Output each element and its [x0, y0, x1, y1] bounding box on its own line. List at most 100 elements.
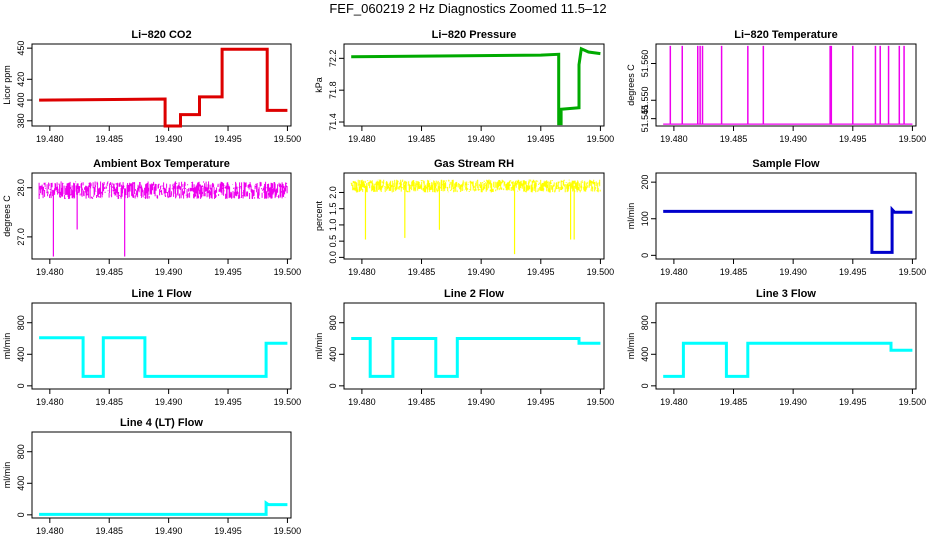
panel-9: Line 3 Flow ml/min 19.480 19.485 19.490 19.49…	[626, 288, 926, 407]
y-tick-label: 28.0	[16, 179, 26, 197]
y-tick-label: 51.560	[640, 50, 650, 78]
y-tick-label: 27.0	[16, 228, 26, 246]
y-tick-label: 420	[16, 72, 26, 87]
series-line	[351, 337, 601, 378]
x-tick-label: 19.485	[720, 267, 748, 277]
x-tick-label: 19.485	[720, 397, 748, 407]
x-tick-label: 19.500	[274, 267, 302, 277]
y-tick-label: 51.545	[640, 105, 650, 133]
x-tick-label: 19.495	[214, 397, 242, 407]
plot-frame	[343, 302, 605, 390]
y-tick-label: 100	[640, 211, 650, 226]
x-tick-label: 19.485	[95, 267, 123, 277]
plot-area	[663, 341, 913, 378]
x-tick-label: 19.480	[36, 134, 64, 144]
plot-area	[350, 179, 601, 255]
y-tick-label: 0	[16, 383, 26, 388]
x-tick-label: 19.500	[587, 267, 615, 277]
panel-4: Ambient Box Temperature degrees C 19.480 19…	[2, 158, 301, 277]
panel-5: Gas Stream RH percent 19.480 19.485 19.490 19…	[314, 158, 614, 277]
x-tick-label: 19.485	[408, 267, 436, 277]
x-tick-label: 19.480	[36, 397, 64, 407]
plot-area	[39, 47, 288, 128]
panel-title: Li−820 Temperature	[734, 29, 837, 41]
panel-7: Line 1 Flow ml/min 19.480 19.485 19.490 19.49…	[2, 288, 301, 407]
y-tick-label: 800	[16, 315, 26, 330]
y-tick-label: 450	[16, 41, 26, 56]
y-axis-label: percent	[314, 200, 324, 231]
panel-title: Sample Flow	[752, 158, 820, 170]
x-tick-label: 19.485	[720, 134, 748, 144]
noise-trace	[350, 179, 601, 193]
y-axis-label: ml/min	[626, 333, 636, 360]
y-tick-label: 400	[16, 476, 26, 491]
x-tick-label: 19.485	[95, 134, 123, 144]
y-tick-label: 200	[640, 175, 650, 190]
x-tick-label: 19.480	[348, 397, 376, 407]
x-tick-label: 19.495	[527, 267, 555, 277]
x-tick-label: 19.490	[467, 397, 495, 407]
y-axis-label: ml/min	[626, 203, 636, 230]
x-tick-label: 19.500	[274, 134, 302, 144]
plot-area	[663, 205, 913, 254]
noise-trace	[38, 181, 288, 199]
y-tick-label: 2.0	[328, 186, 338, 199]
y-tick-label: 380	[16, 113, 26, 128]
plot-frame	[655, 302, 917, 390]
x-tick-label: 19.495	[839, 134, 867, 144]
y-axis-label: ml/min	[314, 333, 324, 360]
series-line	[39, 47, 288, 128]
panel-title: Gas Stream RH	[434, 158, 514, 170]
y-tick-label: 72.2	[328, 50, 338, 68]
x-tick-label: 19.480	[660, 267, 688, 277]
panel-8: Line 2 Flow ml/min 19.480 19.485 19.490 19.49…	[314, 288, 614, 407]
x-tick-label: 19.480	[660, 397, 688, 407]
panel-title: Line 4 (LT) Flow	[120, 417, 203, 429]
x-tick-label: 19.495	[214, 267, 242, 277]
plot-frame	[655, 43, 917, 127]
y-axis-label: degrees C	[2, 195, 12, 237]
plot-area	[39, 500, 288, 516]
plot-area	[38, 181, 288, 257]
plot-frame	[343, 172, 605, 260]
x-tick-label: 19.500	[899, 134, 927, 144]
x-tick-label: 19.500	[899, 397, 927, 407]
x-tick-label: 19.485	[95, 397, 123, 407]
panel-2: Li−820 Pressure kPa 19.480 19.485 19.490 19.4…	[314, 29, 614, 144]
y-tick-label: 400	[328, 347, 338, 362]
x-tick-label: 19.500	[587, 397, 615, 407]
figure-title: FEF_060219 2 Hz Diagnostics Zoomed 11.5–…	[329, 1, 607, 16]
panel-1: Li−820 CO2 Licor ppm 19.480 19.485 19.490 19.…	[2, 29, 301, 144]
panel-6: Sample Flow ml/min 19.480 19.485 19.490 19.49…	[626, 158, 926, 277]
y-tick-label: 800	[640, 315, 650, 330]
y-axis-label: ml/min	[2, 462, 12, 489]
x-tick-label: 19.495	[527, 134, 555, 144]
x-tick-label: 19.495	[839, 397, 867, 407]
panel-3: Li−820 Temperature degrees C 19.480 19.485 1…	[626, 29, 926, 144]
x-tick-label: 19.490	[779, 397, 807, 407]
y-axis-label: degrees C	[626, 64, 636, 106]
y-tick-label: 71.8	[328, 81, 338, 99]
series-line	[663, 205, 913, 254]
y-tick-label: 400	[16, 93, 26, 108]
plot-area	[351, 337, 601, 378]
x-tick-label: 19.495	[839, 267, 867, 277]
x-tick-label: 19.480	[348, 267, 376, 277]
x-tick-label: 19.490	[467, 267, 495, 277]
y-tick-label: 400	[640, 347, 650, 362]
y-tick-label: 1.0	[328, 219, 338, 232]
y-tick-label: 400	[16, 347, 26, 362]
panel-title: Line 3 Flow	[756, 288, 816, 300]
plot-frame	[31, 172, 292, 260]
y-axis-label: kPa	[314, 77, 324, 93]
plot-frame	[31, 302, 292, 390]
y-tick-label: 800	[328, 315, 338, 330]
x-tick-label: 19.485	[95, 526, 123, 536]
x-tick-label: 19.480	[660, 134, 688, 144]
x-tick-label: 19.480	[348, 134, 376, 144]
x-tick-label: 19.490	[155, 134, 183, 144]
y-axis-label: Licor ppm	[2, 65, 12, 105]
series-line	[663, 341, 913, 378]
x-tick-label: 19.490	[467, 134, 495, 144]
